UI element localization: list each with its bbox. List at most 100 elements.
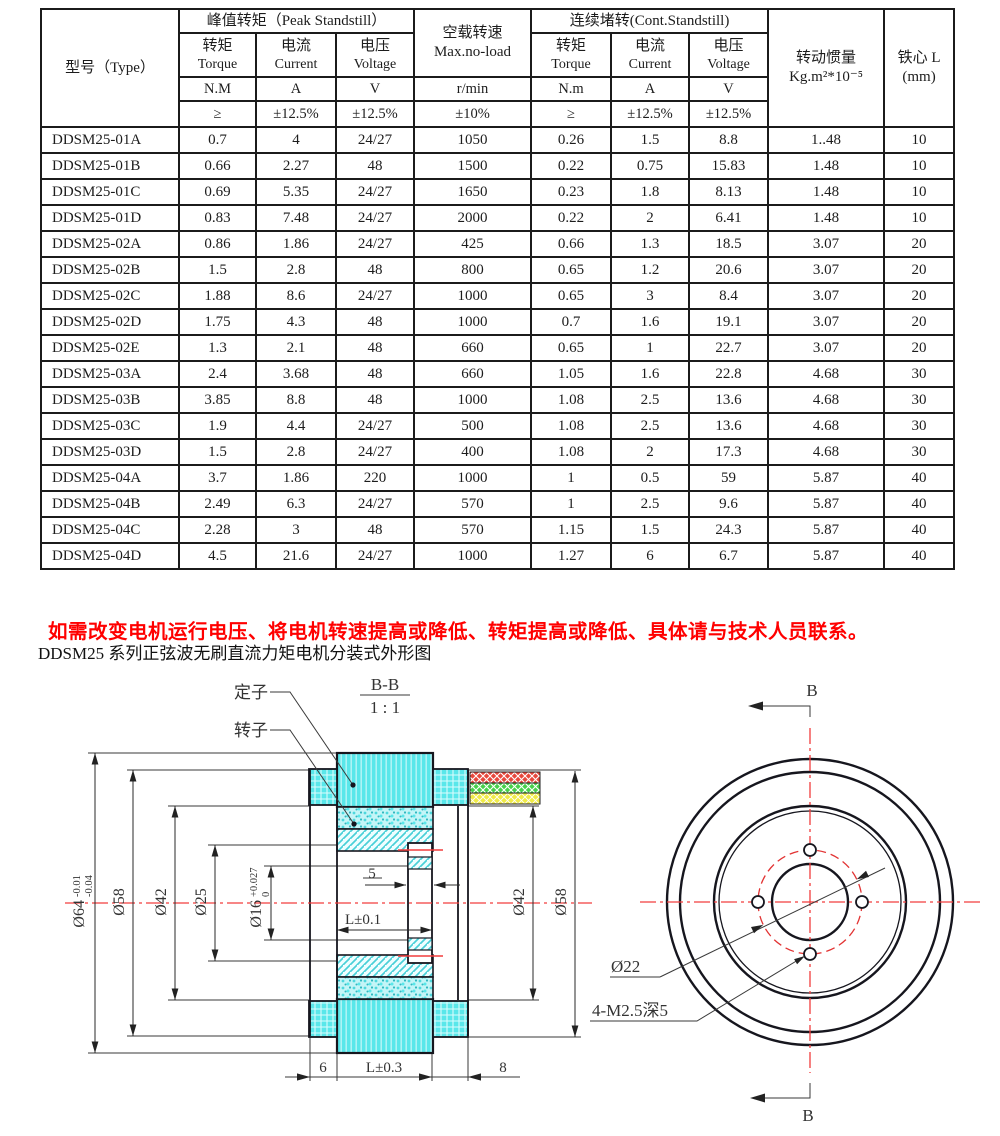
- value-cell: 8.13: [688, 178, 770, 206]
- value-cell: 2.5: [610, 386, 691, 414]
- value-cell: 24/27: [334, 542, 416, 570]
- value-cell: 2.1: [255, 334, 337, 362]
- value-cell: 1.15: [530, 516, 613, 544]
- value-cell: 24/27: [334, 412, 416, 440]
- value-cell: 1050: [413, 126, 533, 154]
- model-cell: DDSM25-04D: [40, 542, 180, 570]
- value-cell: 24/27: [334, 204, 416, 232]
- value-cell: 1.5: [610, 126, 691, 154]
- value-cell: 4.68: [767, 360, 886, 388]
- value-cell: 5.87: [767, 464, 886, 492]
- value-cell: 1.08: [530, 412, 613, 440]
- left-dimensions: Ø64 -0.01 -0.04 Ø58 Ø42 Ø25 Ø16 +0.027 0: [71, 753, 275, 1053]
- value-cell: 22.7: [688, 334, 770, 362]
- value-cell: 4.5: [178, 542, 257, 570]
- svg-text:Ø16: Ø16: [248, 900, 265, 928]
- value-cell: 3.07: [767, 282, 886, 310]
- value-cell: 20: [883, 334, 956, 362]
- value-cell: 4.3: [255, 308, 337, 336]
- tol-ge-cont: ≥: [530, 100, 613, 128]
- value-cell: 10: [883, 178, 956, 206]
- winding-end-bottom-left: [308, 1000, 338, 1038]
- value-cell: 0.7: [530, 308, 613, 336]
- value-cell: 6.3: [255, 490, 337, 518]
- value-cell: 24/27: [334, 490, 416, 518]
- value-cell: 0.23: [530, 178, 613, 206]
- model-cell: DDSM25-02C: [40, 282, 180, 310]
- value-cell: 30: [883, 360, 956, 388]
- value-cell: 570: [413, 490, 533, 518]
- value-cell: 3.85: [178, 386, 257, 414]
- tol-voltage-peak: ±12.5%: [334, 100, 416, 128]
- mid-dimensions: 5 L±0.1: [337, 866, 460, 934]
- value-cell: 5.35: [255, 178, 337, 206]
- value-cell: 40: [883, 464, 956, 492]
- value-cell: 1.8: [610, 178, 691, 206]
- value-cell: 3.7: [178, 464, 257, 492]
- value-cell: 30: [883, 412, 956, 440]
- value-cell: 0.66: [178, 152, 257, 180]
- table-row: DDSM25-03D 1.5 2.8 24/27 400 1.08 2 17.3 4.68 30: [40, 438, 956, 466]
- col-header-torque-peak: 转矩 Torque: [178, 32, 257, 78]
- value-cell: 20.6: [688, 256, 770, 284]
- value-cell: 500: [413, 412, 533, 440]
- table-row: DDSM25-01B 0.66 2.27 48 1500 0.22 0.75 15.83 1.4…: [40, 152, 956, 180]
- value-cell: 48: [334, 334, 416, 362]
- core-unit: (mm): [902, 69, 936, 85]
- value-cell: 40: [883, 490, 956, 518]
- svg-text:0: 0: [261, 892, 272, 897]
- stator-lamination-top: [335, 751, 435, 809]
- value-cell: 660: [413, 334, 533, 362]
- value-cell: 0.83: [178, 204, 257, 232]
- value-cell: 5.87: [767, 516, 886, 544]
- value-cell: 0.26: [530, 126, 613, 154]
- drawing-caption: DDSM25 系列正弦波无刷直流力矩电机分装式外形图: [38, 644, 432, 663]
- value-cell: 1.48: [767, 178, 886, 206]
- value-cell: 1.05: [530, 360, 613, 388]
- model-cell: DDSM25-01C: [40, 178, 180, 206]
- value-cell: 21.6: [255, 542, 337, 570]
- svg-text:-0.01: -0.01: [72, 875, 83, 897]
- rotor-magnet-top: [336, 806, 434, 830]
- model-cell: DDSM25-03B: [40, 386, 180, 414]
- value-cell: 1.48: [767, 152, 886, 180]
- hub-hatch-bottom: [407, 937, 433, 951]
- stator-callout-label: 定子: [234, 683, 268, 702]
- value-cell: 10: [883, 152, 956, 180]
- value-cell: 1.3: [610, 230, 691, 258]
- value-cell: 1.88: [178, 282, 257, 310]
- value-cell: 1.5: [178, 256, 257, 284]
- value-cell: 2000: [413, 204, 533, 232]
- model-cell: DDSM25-02E: [40, 334, 180, 362]
- dim-slot-label: 5: [368, 866, 376, 882]
- winding-end-top-right: [432, 768, 469, 806]
- section-mark-bottom: B: [802, 1106, 813, 1125]
- value-cell: 1.86: [255, 230, 337, 258]
- value-cell: 19.1: [688, 308, 770, 336]
- value-cell: 30: [883, 386, 956, 414]
- value-cell: 1000: [413, 464, 533, 492]
- table-row: DDSM25-02C 1.88 8.6 24/27 1000 0.65 3 8.4 3.07 20: [40, 282, 956, 310]
- value-cell: 220: [334, 464, 416, 492]
- value-cell: 24/27: [334, 282, 416, 310]
- value-cell: 5.87: [767, 490, 886, 518]
- col-header-inertia: 转动惯量 Kg.m²*10⁻⁵: [767, 8, 886, 128]
- value-cell: 1.6: [610, 308, 691, 336]
- table-row: DDSM25-03C 1.9 4.4 24/27 500 1.08 2.5 13.6 4.68 3…: [40, 412, 956, 440]
- col-group-cont: 连续堵转(Cont.Standstill): [530, 8, 770, 34]
- noload-cn: 空载转速: [442, 25, 503, 42]
- winding-end-top-left: [308, 768, 338, 806]
- spec-table-body: DDSM25-01A 0.7 4 24/27 1050 0.26 1.5 8.8 1..48 10…: [40, 126, 956, 570]
- inertia-unit: Kg.m²*10⁻⁵: [789, 69, 863, 85]
- value-cell: 24.3: [688, 516, 770, 544]
- value-cell: 1000: [413, 308, 533, 336]
- value-cell: 10: [883, 204, 956, 232]
- bolt-circle-dia-label: Ø22: [611, 957, 640, 976]
- model-cell: DDSM25-01D: [40, 204, 180, 232]
- dim-8-label: 8: [499, 1060, 507, 1076]
- inertia-cn: 转动惯量: [796, 50, 857, 67]
- dim-o64-label: Ø64 -0.01 -0.04: [71, 874, 95, 927]
- model-cell: DDSM25-04C: [40, 516, 180, 544]
- core-cn: 铁心 L: [897, 50, 941, 67]
